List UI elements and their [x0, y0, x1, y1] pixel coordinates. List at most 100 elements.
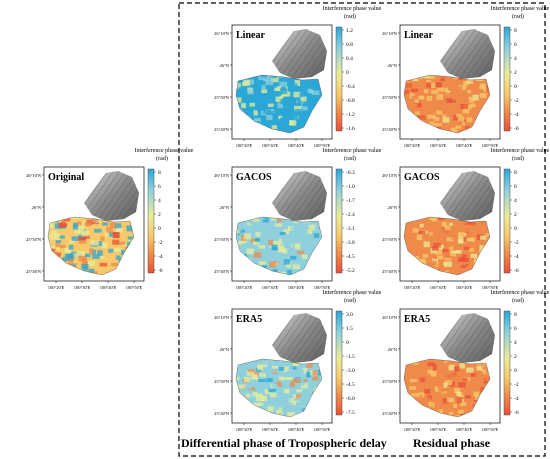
lon-tick-label: 100°50'E [482, 427, 499, 432]
colorbar-tick-label: -2 [158, 240, 163, 246]
colorbar-tick-label: -0.4 [346, 84, 355, 90]
colorbar-tick-label: 6 [514, 42, 517, 48]
colorbar-tick-label: -3.0 [346, 368, 355, 374]
lat-tick-label: 26°10'N [214, 31, 230, 36]
colorbar-tick-label: 6 [514, 184, 517, 190]
colorbar-tick-label: 3.0 [346, 312, 353, 318]
terrain-ridges [272, 29, 327, 79]
lon-tick-label: 100°30'E [430, 285, 447, 290]
colorbar [503, 310, 511, 416]
phase-field [48, 217, 134, 275]
colorbar-tick-label: 0 [514, 368, 517, 374]
lon-tick-label: 100°30'E [262, 427, 279, 432]
lat-tick-label: 25°40'N [26, 269, 42, 274]
colorbar [503, 26, 511, 132]
lat-tick-label: 25°50'N [214, 379, 230, 384]
lat-tick-label: 25°50'N [382, 379, 398, 384]
study-area-outline [235, 358, 323, 418]
lat-tick-label: 25°40'N [214, 411, 230, 416]
colorbar-tick-label: 6 [158, 184, 161, 190]
colorbar-tick-label: -4.5 [346, 254, 355, 260]
terrain-ridges [440, 171, 495, 221]
colorbar-tick-label: -1.6 [346, 126, 355, 132]
colorbar-tick-label: -2 [514, 382, 519, 388]
lon-tick-label: 100°40'E [456, 143, 473, 148]
colorbar-title: Interference phase value [491, 5, 550, 12]
study-area-outline [235, 74, 323, 134]
lat-tick-label: 26°N [387, 347, 397, 352]
map-panel-era5-diff: ERA5 26°10'N 26°N 25°50'N 25°40'N 100°20'E 100… [214, 289, 382, 432]
lat-tick-label: 25°40'N [214, 127, 230, 132]
lat-tick-label: 26°N [387, 205, 397, 210]
lon-tick-label: 100°20'E [236, 427, 253, 432]
colorbar-tick-label: 0.8 [346, 42, 353, 48]
colorbar-tick-label: -3.8 [346, 240, 355, 246]
colorbar-tick-label: 4 [514, 56, 517, 62]
colorbar [147, 168, 155, 274]
lon-tick-label: 100°40'E [456, 427, 473, 432]
terrain-ridges [272, 171, 327, 221]
lat-tick-label: 25°50'N [382, 95, 398, 100]
colorbar-title: Interference phase value [323, 147, 382, 154]
colorbar [335, 26, 343, 132]
colorbar-tick-label: -2 [514, 240, 519, 246]
colorbar-tick-label: -0.3 [346, 170, 355, 176]
colorbar-tick-label: 6 [514, 326, 517, 332]
panel-label: ERA5 [236, 314, 262, 325]
lon-tick-label: 100°20'E [48, 285, 65, 290]
colorbar-tick-label: -1.5 [346, 354, 355, 360]
study-area-outline [403, 358, 491, 418]
lat-tick-label: 26°10'N [382, 31, 398, 36]
map-panel-linear-res: Linear 26°10'N 26°N 25°50'N 25°40'N 100°20'E 1… [382, 5, 550, 148]
colorbar [503, 168, 511, 274]
section-title-residual: Residual phase [413, 436, 491, 450]
colorbar-title: Interference phase value [323, 289, 382, 296]
panel-label: Linear [404, 30, 433, 41]
map-panel-era5-res: ERA5 26°10'N 26°N 25°50'N 25°40'N 100°20'E 100… [382, 289, 550, 432]
colorbar-tick-label: 8 [514, 28, 517, 34]
terrain-ridges [440, 29, 495, 79]
colorbar-tick-label: -7.5 [346, 410, 355, 416]
comparison-frame [178, 2, 546, 457]
colorbar-unit: (rad) [344, 297, 356, 304]
lat-tick-label: 25°40'N [382, 127, 398, 132]
study-area-outline [47, 216, 135, 276]
colorbar-tick-label: -3.1 [346, 226, 355, 232]
colorbar-tick-label: -2 [514, 98, 519, 104]
colorbar-unit: (rad) [156, 155, 168, 162]
lon-tick-label: 100°20'E [404, 285, 421, 290]
colorbar-tick-label: -4 [514, 112, 519, 118]
lat-tick-label: 26°10'N [26, 173, 42, 178]
colorbar-tick-label: -4.5 [346, 382, 355, 388]
colorbar-tick-label: 2 [514, 354, 517, 360]
colorbar-tick-label: 2 [514, 70, 517, 76]
lat-tick-label: 25°50'N [26, 237, 42, 242]
colorbar-tick-label: -6 [514, 126, 519, 132]
colorbar-tick-label: 0 [514, 84, 517, 90]
lon-tick-label: 100°30'E [430, 427, 447, 432]
colorbar-tick-label: 4 [158, 198, 161, 204]
lat-tick-label: 25°50'N [214, 237, 230, 242]
colorbar-tick-label: -4 [514, 396, 519, 402]
lon-tick-label: 100°30'E [262, 285, 279, 290]
colorbar-tick-label: 2 [158, 212, 161, 218]
colorbar-unit: (rad) [344, 155, 356, 162]
lat-tick-label: 25°40'N [214, 269, 230, 274]
lon-tick-label: 100°50'E [126, 285, 143, 290]
lon-tick-label: 100°40'E [100, 285, 117, 290]
study-area-outline [235, 216, 323, 276]
terrain-ridges [272, 313, 327, 363]
colorbar-tick-label: 0 [158, 226, 161, 232]
lat-tick-label: 26°N [219, 63, 229, 68]
lon-tick-label: 100°40'E [456, 285, 473, 290]
colorbar-tick-label: 1.5 [346, 326, 353, 332]
lon-tick-label: 100°50'E [482, 143, 499, 148]
lat-tick-label: 25°50'N [382, 237, 398, 242]
colorbar-tick-label: -6 [158, 268, 163, 274]
colorbar-title: Interference phase value [491, 147, 550, 154]
panel-label: ERA5 [404, 314, 430, 325]
colorbar-tick-label: -5.2 [346, 268, 355, 274]
panel-label: GACOS [404, 172, 440, 183]
colorbar-tick-label: -6 [514, 410, 519, 416]
